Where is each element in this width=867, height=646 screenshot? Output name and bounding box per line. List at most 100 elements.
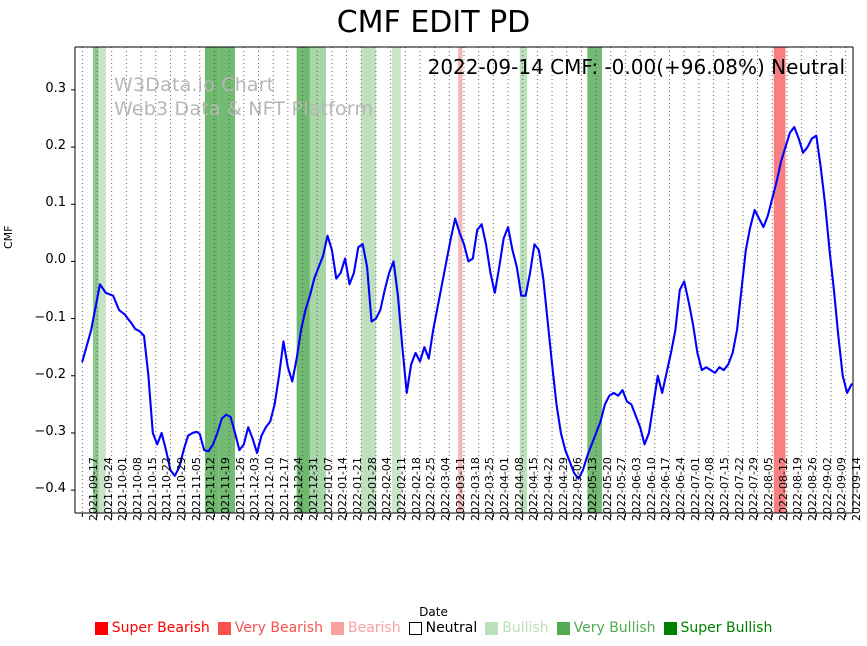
legend-label: Very Bearish <box>234 620 323 636</box>
x-tick-label: 2022-05-13 <box>585 457 599 521</box>
x-tick-label: 2022-04-08 <box>512 457 526 521</box>
x-tick-label: 2021-09-24 <box>101 457 115 521</box>
x-tick-label: 2021-12-31 <box>307 457 321 521</box>
legend-swatch-icon <box>330 621 344 635</box>
x-tick-label: 2022-01-21 <box>351 457 365 521</box>
sentiment-band <box>204 47 219 513</box>
legend-label: Bullish <box>502 620 549 636</box>
y-axis-label: CMF <box>2 225 15 250</box>
x-tick-label: 2021-09-17 <box>86 457 100 521</box>
x-tick-label: 2022-09-14 <box>850 457 864 521</box>
x-tick-label: 2022-08-26 <box>806 457 820 521</box>
x-tick-label: 2022-03-25 <box>483 457 497 521</box>
x-tick-label: 2021-11-19 <box>218 457 232 521</box>
x-tick-label: 2022-03-11 <box>453 457 467 521</box>
x-tick-label: 2021-10-22 <box>160 457 174 521</box>
sentiment-band <box>98 47 106 513</box>
x-tick-label: 2021-12-24 <box>292 457 306 521</box>
sentiment-band <box>773 47 786 513</box>
x-tick-label: 2022-08-05 <box>762 457 776 521</box>
legend-item[interactable]: Neutral <box>408 620 477 636</box>
x-tick-label: 2022-04-15 <box>527 457 541 521</box>
x-tick-label: 2022-08-12 <box>776 457 790 521</box>
x-axis-label: Date <box>419 605 448 619</box>
legend-item[interactable]: Very Bearish <box>217 620 323 636</box>
legend-item[interactable]: Bearish <box>330 620 401 636</box>
legend-item[interactable]: Super Bullish <box>663 620 773 636</box>
cmf-line <box>81 126 853 480</box>
x-tick-label: 2022-01-28 <box>365 457 379 521</box>
x-tick-label: 2021-12-10 <box>262 457 276 521</box>
x-tick-label: 2022-09-02 <box>820 457 834 521</box>
y-tick-label: 0.1 <box>45 195 66 211</box>
x-tick-label: 2021-10-08 <box>130 457 144 521</box>
sentiment-band <box>587 47 602 513</box>
legend-item[interactable]: Bullish <box>485 620 549 636</box>
legend-swatch-icon <box>663 621 677 635</box>
x-tick-label: 2021-11-26 <box>233 457 247 521</box>
legend-label: Super Bullish <box>680 620 773 636</box>
x-tick-label: 2022-07-15 <box>718 457 732 521</box>
x-tick-label: 2022-02-04 <box>380 457 394 521</box>
sentiment-band <box>218 47 236 513</box>
x-tick-label: 2022-04-01 <box>497 457 511 521</box>
sentiment-band <box>519 47 528 513</box>
sentiment-band <box>296 47 310 513</box>
x-tick-label: 2022-02-18 <box>409 457 423 521</box>
x-tick-label: 2022-05-06 <box>571 457 585 521</box>
legend-swatch-icon <box>94 621 108 635</box>
x-tick-label: 2021-11-12 <box>204 457 218 521</box>
x-tick-label: 2022-03-18 <box>468 457 482 521</box>
legend-swatch-icon <box>556 621 570 635</box>
y-tick-label: 0.0 <box>45 252 66 268</box>
x-tick-label: 2022-06-03 <box>629 457 643 521</box>
x-tick-label: 2022-07-22 <box>732 457 746 521</box>
sentiment-band <box>92 47 99 513</box>
grid-lines <box>81 47 847 513</box>
sentiment-band <box>309 47 327 513</box>
legend-item[interactable]: Super Bearish <box>94 620 210 636</box>
legend-label: Super Bearish <box>111 620 210 636</box>
y-tick-label: 0.2 <box>45 138 66 154</box>
legend-item[interactable]: Very Bullish <box>556 620 656 636</box>
x-tick-label: 2022-06-24 <box>674 457 687 521</box>
x-tick-label: 2021-12-03 <box>248 457 262 521</box>
y-tick-label: −0.2 <box>34 366 66 382</box>
x-tick-label: 2022-09-09 <box>835 457 849 521</box>
x-tick-label: 2022-05-20 <box>600 457 614 521</box>
legend-swatch-icon <box>408 621 422 635</box>
y-tick-label: 0.3 <box>45 80 66 96</box>
watermark: W3Data.io Chart Web3 Data & NFT Platform <box>114 73 373 121</box>
x-tick-label: 2022-01-14 <box>336 457 350 521</box>
legend-swatch-icon <box>217 621 231 635</box>
chart-legend: Super Bearish Very Bearish Bearish Neutral B… <box>0 620 867 636</box>
watermark-line-2: Web3 Data & NFT Platform <box>114 98 374 120</box>
x-tick-label: 2021-11-05 <box>189 457 203 521</box>
y-tick-label: −0.1 <box>34 309 66 325</box>
x-tick-label: 2022-05-27 <box>615 457 629 521</box>
y-tick-label: −0.3 <box>34 423 66 439</box>
sentiment-band <box>458 47 463 513</box>
x-tick-label: 2022-08-19 <box>791 457 805 521</box>
x-tick-label: 2021-12-17 <box>277 457 291 521</box>
x-tick-label: 2022-06-10 <box>644 457 658 521</box>
watermark-line-1: W3Data.io Chart <box>114 74 275 96</box>
x-tick-label: 2022-07-29 <box>747 457 761 521</box>
x-tick-label: 2022-06-17 <box>659 457 673 521</box>
x-tick-label: 2022-02-25 <box>424 457 438 521</box>
x-tick-label: 2022-07-08 <box>703 457 717 521</box>
x-tick-label: 2022-03-04 <box>439 457 453 521</box>
x-tick-label: 2022-07-01 <box>688 457 702 521</box>
chart-title: CMF EDIT PD <box>336 5 531 40</box>
x-tick-label: 2021-10-01 <box>116 457 130 521</box>
x-tick-label: 2022-04-22 <box>541 457 555 521</box>
x-tick-label: 2022-01-07 <box>321 457 335 521</box>
x-tick-label: 2021-10-15 <box>145 457 159 521</box>
x-tick-label: 2022-02-11 <box>395 457 409 521</box>
x-tick-label: 2021-10-29 <box>174 457 188 521</box>
legend-label: Very Bullish <box>573 620 656 636</box>
legend-label: Bearish <box>347 620 401 636</box>
x-tick-label: 2022-04-29 <box>556 457 570 521</box>
